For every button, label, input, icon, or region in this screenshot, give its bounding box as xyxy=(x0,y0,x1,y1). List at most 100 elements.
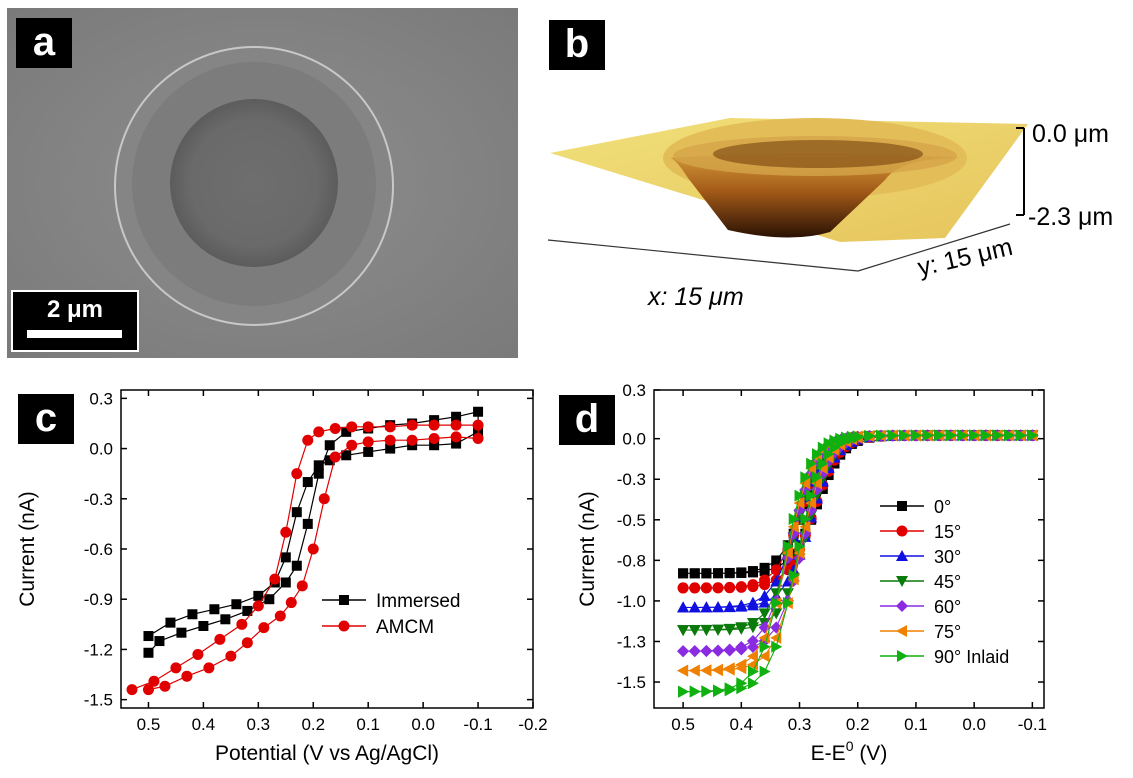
data-point xyxy=(313,460,324,471)
data-point xyxy=(887,429,899,442)
data-point xyxy=(758,631,770,644)
data-point xyxy=(723,600,736,612)
data-point xyxy=(280,577,291,588)
legend-marker xyxy=(896,525,908,537)
afm-x-label: x: 15 μm xyxy=(647,283,744,311)
y-tick-label: -1.0 xyxy=(617,592,646,611)
legend-label: 30° xyxy=(934,547,961,567)
legend-marker xyxy=(897,501,907,511)
data-point xyxy=(677,664,689,677)
data-point xyxy=(689,568,700,579)
data-point xyxy=(302,434,314,446)
data-point xyxy=(747,579,759,591)
data-point xyxy=(788,549,799,560)
data-point xyxy=(747,665,759,678)
x-tick-label: -0.1 xyxy=(1018,715,1047,734)
legend-marker xyxy=(896,550,908,561)
data-point xyxy=(688,625,701,637)
x-tick-label: 0.5 xyxy=(671,715,695,734)
x-axis-label: Potential (V vs Ag/AgCl) xyxy=(215,742,439,765)
data-point xyxy=(969,429,981,442)
data-point xyxy=(472,419,484,431)
data-point xyxy=(677,645,690,658)
data-point xyxy=(451,411,462,422)
data-point xyxy=(1004,429,1016,442)
data-point xyxy=(794,489,806,502)
series-line xyxy=(683,434,1033,652)
data-point xyxy=(782,540,794,553)
data-point xyxy=(794,540,806,553)
data-point xyxy=(285,597,297,609)
data-point xyxy=(810,477,822,490)
data-point xyxy=(428,419,440,431)
data-point xyxy=(269,573,281,585)
series-amcm xyxy=(126,419,484,696)
data-point xyxy=(735,640,748,653)
data-point xyxy=(329,422,341,434)
legend-label: 90° Inlaid xyxy=(934,647,1009,667)
data-point xyxy=(934,429,946,442)
series-line xyxy=(683,434,1033,589)
data-point xyxy=(781,547,793,560)
data-point xyxy=(280,552,291,563)
data-point xyxy=(329,451,341,463)
data-point xyxy=(700,601,713,613)
data-point xyxy=(723,643,736,656)
data-point xyxy=(758,608,771,620)
data-point xyxy=(198,620,209,631)
data-point xyxy=(363,446,374,457)
x-tick-label: 0.1 xyxy=(904,715,928,734)
data-point xyxy=(451,438,462,449)
data-point xyxy=(723,662,735,675)
data-point xyxy=(701,685,713,698)
data-point xyxy=(148,675,160,687)
data-point xyxy=(735,599,748,611)
data-point xyxy=(296,580,308,592)
data-point xyxy=(384,421,396,433)
legend-label: Immersed xyxy=(376,591,460,612)
data-point xyxy=(677,582,689,594)
data-point xyxy=(712,601,725,613)
y-axis-label: Current (nA) xyxy=(16,491,39,607)
data-point xyxy=(346,421,358,433)
data-point xyxy=(143,631,154,642)
data-point xyxy=(203,662,215,674)
data-point xyxy=(736,567,747,578)
x-tick-label: 0.4 xyxy=(729,715,753,734)
data-point xyxy=(187,609,198,620)
series-line xyxy=(683,434,1033,608)
data-point xyxy=(758,621,771,634)
data-point xyxy=(747,677,759,690)
data-point xyxy=(677,601,690,613)
data-point xyxy=(823,448,835,461)
x-tick-label: 0.1 xyxy=(356,715,380,734)
data-point xyxy=(154,636,165,647)
data-point xyxy=(291,507,302,518)
data-point xyxy=(771,597,783,610)
data-point xyxy=(788,512,800,525)
data-point xyxy=(771,640,783,653)
sem-image: 2 μm xyxy=(7,8,518,358)
data-point xyxy=(787,520,799,533)
data-point xyxy=(1015,429,1027,442)
data-point xyxy=(712,582,724,594)
data-point xyxy=(473,406,484,417)
series-line xyxy=(683,434,1033,574)
data-point xyxy=(170,662,182,674)
scale-bar-label: 2 μm xyxy=(46,296,104,323)
y-tick-label: 0.3 xyxy=(89,389,113,408)
y-tick-label: -0.8 xyxy=(617,551,646,570)
data-point xyxy=(241,637,253,649)
series-6 xyxy=(678,429,1039,698)
data-point xyxy=(746,596,759,608)
data-point xyxy=(759,640,771,653)
data-point xyxy=(678,568,689,579)
data-point xyxy=(724,567,735,578)
data-point xyxy=(746,634,759,647)
legend: Immersed AMCM xyxy=(322,591,460,638)
data-point xyxy=(165,617,176,628)
x-tick-label: 0.2 xyxy=(301,715,325,734)
data-point xyxy=(472,433,484,445)
y-axis-label: Current (nA) xyxy=(576,491,599,607)
data-point xyxy=(841,431,853,444)
